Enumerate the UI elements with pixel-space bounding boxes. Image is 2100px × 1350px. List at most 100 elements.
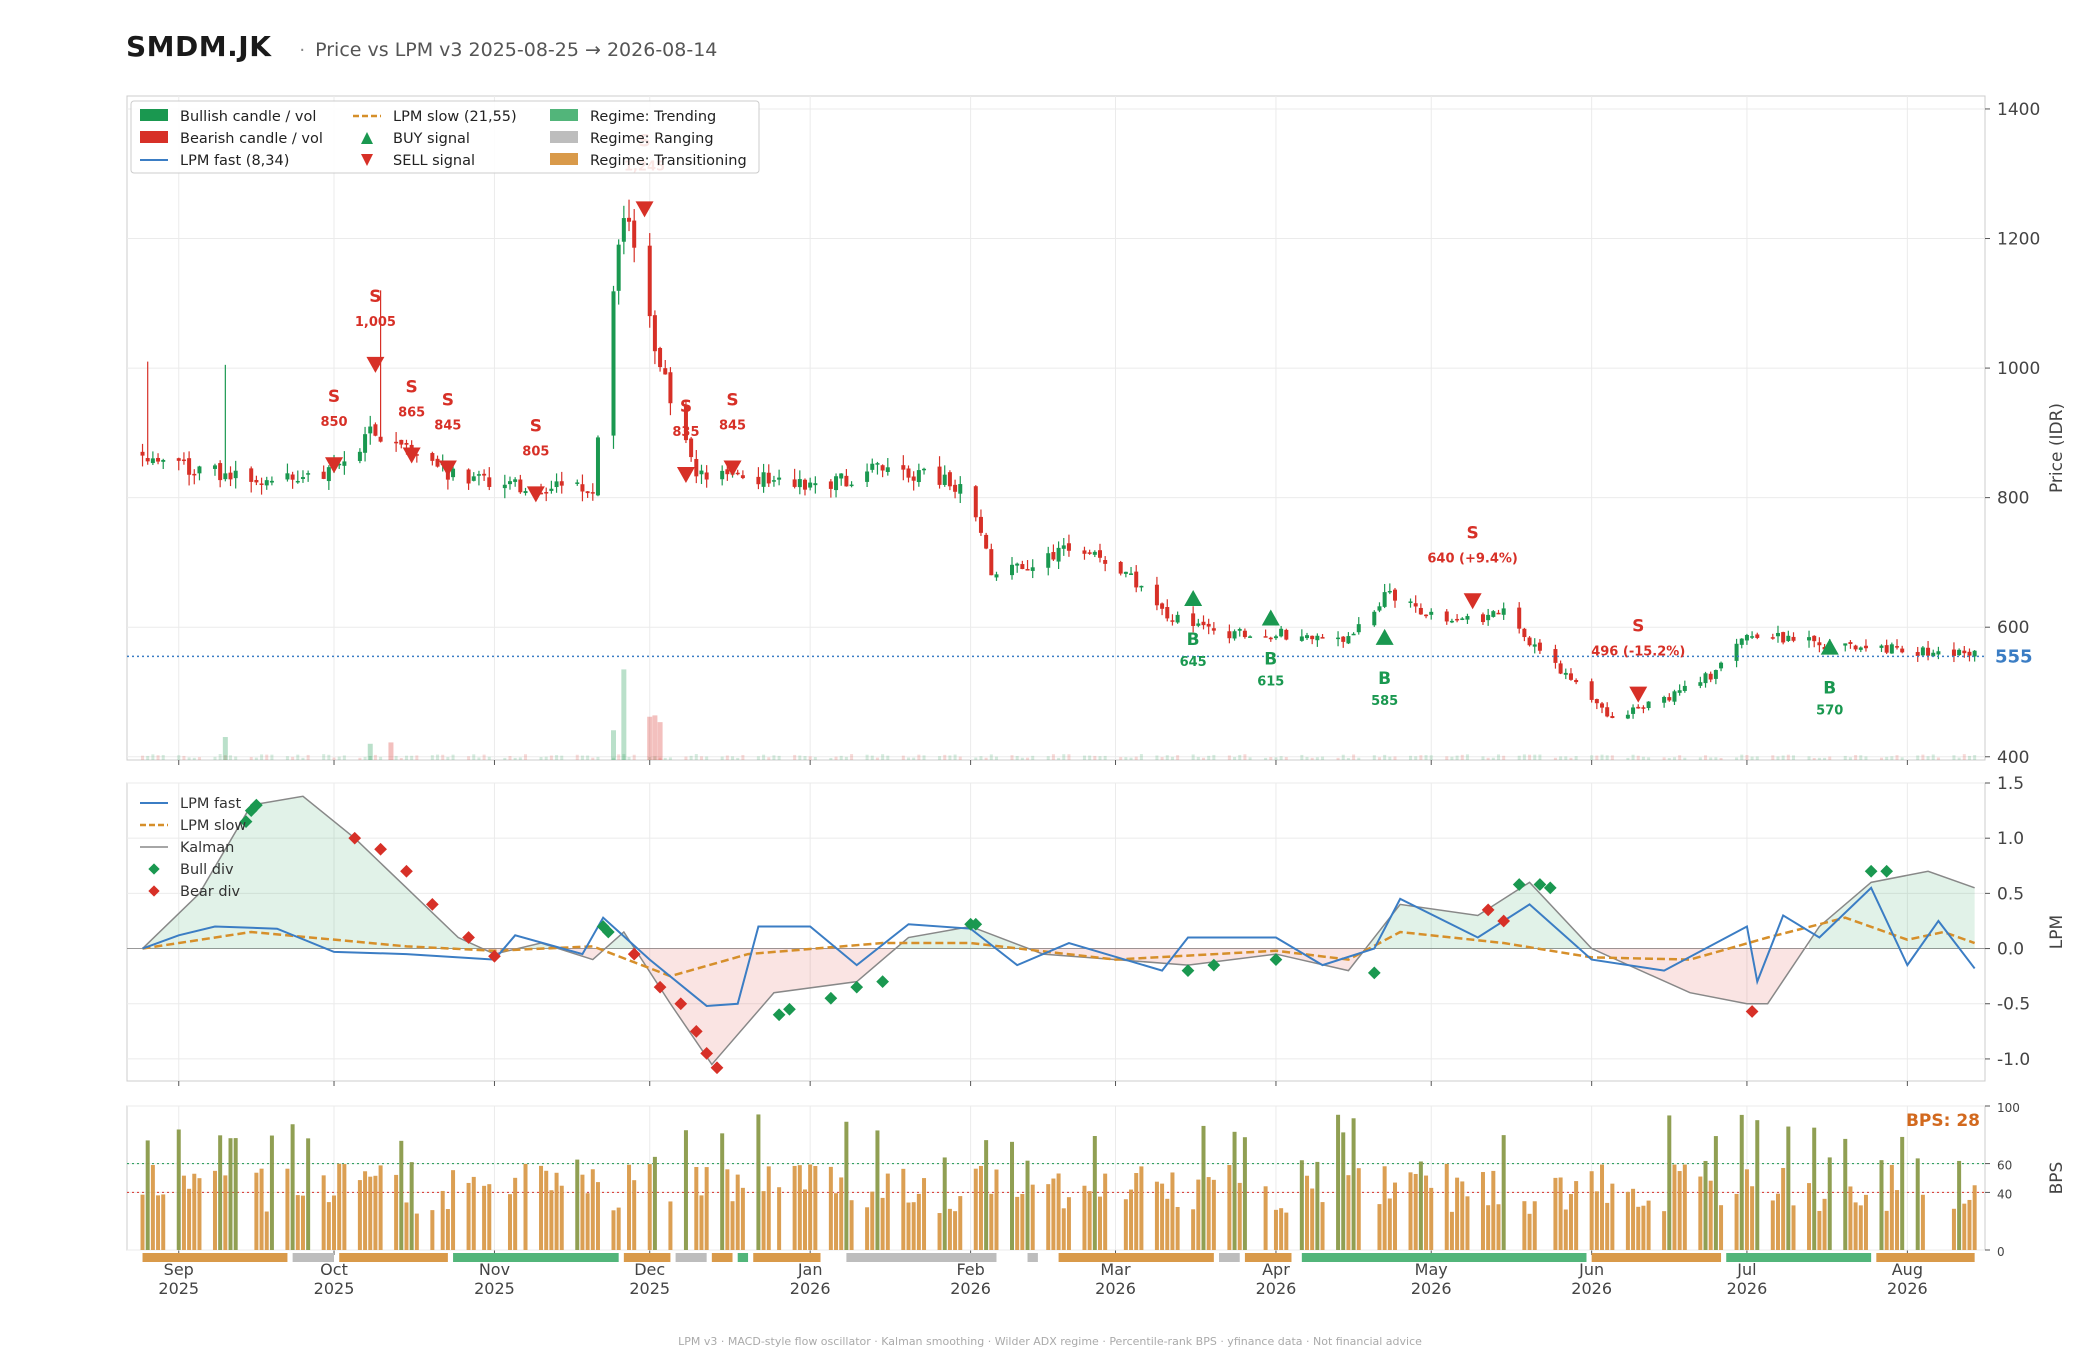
candle-body xyxy=(300,477,305,479)
bps-bar xyxy=(285,1168,290,1250)
sell-signal-label: 835 xyxy=(672,425,699,440)
bps-bar xyxy=(1703,1160,1708,1250)
bps-bar xyxy=(611,1210,616,1250)
x-tick-label: Apr xyxy=(1262,1260,1290,1279)
volume-bar xyxy=(1129,757,1133,760)
candle-body xyxy=(1858,647,1863,650)
candle-body xyxy=(1677,690,1682,693)
regime-segment xyxy=(711,1253,733,1262)
buy-signal-label: 570 xyxy=(1816,704,1843,719)
bps-bar xyxy=(378,1165,383,1250)
bps-bar xyxy=(1750,1186,1755,1250)
candle-body xyxy=(1600,703,1605,708)
candle-body xyxy=(1517,607,1522,629)
sell-signal-marker xyxy=(1463,593,1482,610)
regime-segment xyxy=(846,1253,997,1262)
candle-body xyxy=(1268,637,1273,640)
volume-bar xyxy=(1139,754,1143,760)
bps-bar xyxy=(595,1182,600,1250)
candle-body xyxy=(1527,637,1532,646)
candle-body xyxy=(740,475,745,479)
bps-bar xyxy=(1377,1204,1382,1250)
bps-bar xyxy=(342,1164,347,1250)
buy-signal-letter: B xyxy=(1378,669,1391,689)
bps-bar xyxy=(735,1174,740,1250)
bps-bar xyxy=(181,1175,186,1250)
bps-bar xyxy=(1667,1115,1672,1250)
volume-bar xyxy=(839,755,843,760)
volume-bar xyxy=(1067,754,1071,760)
volume-bar xyxy=(699,756,703,760)
regime-segment xyxy=(1591,1253,1722,1262)
x-tick-label: Aug xyxy=(1892,1260,1923,1279)
volume-bar xyxy=(363,756,367,760)
candle-body xyxy=(306,473,311,475)
bps-bar xyxy=(1465,1196,1470,1250)
volume-bar xyxy=(1704,755,1708,760)
volume-bar xyxy=(1792,755,1796,760)
volume-bar xyxy=(218,754,222,760)
volume-bar xyxy=(1590,755,1594,760)
candle-body xyxy=(1460,618,1465,620)
candle-body xyxy=(502,484,507,489)
volume-bar xyxy=(508,756,512,760)
volume-bar xyxy=(1890,756,1894,760)
candle-body xyxy=(357,451,362,461)
volume-bar xyxy=(994,756,998,760)
bps-bar xyxy=(1641,1205,1646,1250)
candle-body xyxy=(559,481,564,486)
volume-bar xyxy=(1051,754,1055,760)
regime-segment xyxy=(1726,1253,1872,1262)
sell-signal-label: 850 xyxy=(320,415,347,430)
candle-body xyxy=(1553,649,1558,663)
candle-body xyxy=(792,479,797,487)
volume-bar xyxy=(1170,756,1174,760)
buy-signal-marker xyxy=(1375,628,1394,645)
regime-segment xyxy=(453,1253,619,1262)
candle-body xyxy=(1734,643,1739,661)
bps-bar xyxy=(357,1180,362,1250)
volume-bar xyxy=(762,754,766,760)
candle-body xyxy=(1134,571,1139,588)
volume-bar xyxy=(306,754,310,760)
volume-bar xyxy=(922,755,926,760)
candle-body xyxy=(1879,645,1884,648)
bps-bar xyxy=(1682,1164,1687,1250)
candle-body xyxy=(150,458,155,464)
volume-bar xyxy=(146,755,150,760)
candle-body xyxy=(1336,637,1341,640)
bps-bar xyxy=(834,1193,839,1250)
volume-bar xyxy=(621,669,627,760)
candle-body xyxy=(218,463,223,481)
candle-body xyxy=(1046,553,1051,568)
candle-body xyxy=(1812,635,1817,642)
volume-bar xyxy=(1279,756,1283,760)
volume-bar xyxy=(291,756,295,760)
volume-bar xyxy=(151,754,155,760)
bps-bar xyxy=(445,1209,450,1250)
bps-bar xyxy=(337,1163,342,1250)
candle-body xyxy=(885,467,890,472)
candle-body xyxy=(187,458,192,475)
candle-body xyxy=(937,466,942,485)
volume-bar xyxy=(1864,756,1868,760)
bps-bar xyxy=(1486,1205,1491,1250)
volume-bar xyxy=(322,754,326,760)
candle-body xyxy=(590,492,595,494)
price-legend-box xyxy=(130,100,760,174)
volume-bar xyxy=(1020,757,1024,760)
bps-bar xyxy=(306,1138,311,1250)
candle-body xyxy=(1719,662,1724,669)
candle-body xyxy=(953,484,958,492)
x-tick-label: Oct xyxy=(320,1260,348,1279)
volume-bar xyxy=(684,756,688,760)
bps-bar xyxy=(1734,1193,1739,1250)
bps-bar xyxy=(839,1177,844,1250)
volume-bar xyxy=(1093,755,1097,760)
x-tick-label: 2025 xyxy=(314,1279,355,1298)
volume-bar xyxy=(1709,757,1713,760)
candle-body xyxy=(1341,636,1346,642)
bull-divergence-marker xyxy=(250,798,263,812)
bps-bar xyxy=(1103,1173,1108,1250)
x-tick-label: 2026 xyxy=(1256,1279,1297,1298)
